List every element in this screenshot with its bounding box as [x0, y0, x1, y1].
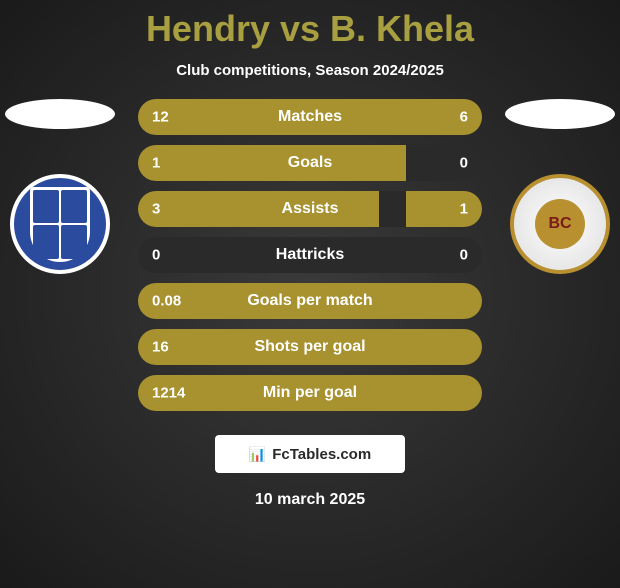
left-side [0, 99, 120, 274]
stat-value-right: 0 [460, 247, 468, 264]
stat-label: Shots per goal [254, 338, 365, 356]
stat-row: 16 Shots per goal [138, 329, 482, 365]
stat-row: 12 Matches 6 [138, 99, 482, 135]
subtitle: Club competitions, Season 2024/2025 [0, 62, 620, 79]
stat-row: 1214 Min per goal [138, 375, 482, 411]
club-badge-right: BC [510, 174, 610, 274]
stat-value-right: 1 [460, 201, 468, 218]
page-title: Hendry vs B. Khela [0, 8, 620, 50]
stat-value-left: 1214 [152, 385, 185, 402]
bar-left [138, 99, 406, 135]
stat-value-left: 16 [152, 339, 169, 356]
bar-right [406, 191, 482, 227]
chart-icon: 📊 [249, 446, 266, 463]
stat-label: Min per goal [263, 384, 357, 402]
stats-panel: 12 Matches 6 1 Goals 0 3 Assists 1 0 Hattricks 0 0.0… [120, 99, 500, 421]
date-label: 10 march 2025 [0, 491, 620, 509]
logo-text: FcTables.com [272, 446, 371, 463]
stat-row: 0 Hattricks 0 [138, 237, 482, 273]
player-photo-left [5, 99, 115, 129]
stat-value-left: 12 [152, 109, 169, 126]
stat-value-left: 0 [152, 247, 160, 264]
stat-value-left: 1 [152, 155, 160, 172]
stat-label: Hattricks [276, 246, 344, 264]
stat-label: Matches [278, 108, 342, 126]
badge-right-text: BC [535, 199, 585, 249]
stat-row: 1 Goals 0 [138, 145, 482, 181]
bar-left [138, 191, 379, 227]
comparison-container: 12 Matches 6 1 Goals 0 3 Assists 1 0 Hattricks 0 0.0… [0, 99, 620, 421]
bar-left [138, 145, 406, 181]
stat-label: Goals [288, 154, 332, 172]
stat-label: Goals per match [247, 292, 372, 310]
stat-label: Assists [282, 200, 339, 218]
fctables-logo[interactable]: 📊 FcTables.com [215, 435, 405, 473]
stat-row: 3 Assists 1 [138, 191, 482, 227]
player-photo-right [505, 99, 615, 129]
stat-value-left: 0.08 [152, 293, 181, 310]
right-side: BC [500, 99, 620, 274]
club-badge-left [10, 174, 110, 274]
stat-value-left: 3 [152, 201, 160, 218]
bar-right [406, 99, 482, 135]
stat-value-right: 6 [460, 109, 468, 126]
stat-row: 0.08 Goals per match [138, 283, 482, 319]
stat-value-right: 0 [460, 155, 468, 172]
